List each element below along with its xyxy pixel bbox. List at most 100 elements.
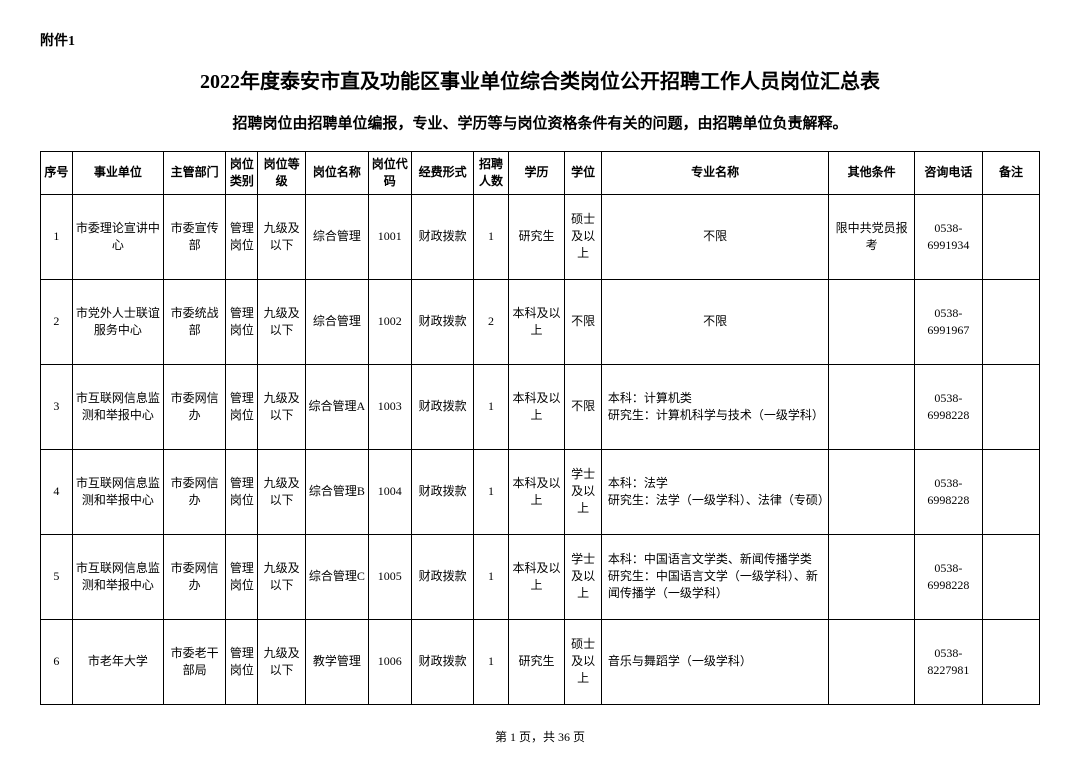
pager: 第 1 页，共 36 页	[0, 728, 1080, 745]
cell-pcode: 1006	[368, 619, 411, 704]
cell-phone: 0538-6998228	[914, 449, 982, 534]
cell-edu: 本科及以上	[508, 279, 565, 364]
cell-edu: 研究生	[508, 194, 565, 279]
cell-other	[829, 534, 914, 619]
table-body: 1市委理论宣讲中心市委宣传部管理岗位九级及以下综合管理1001财政拨款1研究生硕…	[41, 194, 1040, 704]
cell-note	[983, 534, 1040, 619]
cell-pcode: 1002	[368, 279, 411, 364]
col-other: 其他条件	[829, 152, 914, 195]
cell-pcode: 1005	[368, 534, 411, 619]
cell-unit: 市互联网信息监测和举报中心	[72, 364, 163, 449]
cell-deg: 不限	[565, 279, 601, 364]
cell-phone: 0538-6998228	[914, 534, 982, 619]
cell-major: 音乐与舞蹈学（一级学科）	[601, 619, 829, 704]
cell-deg: 学士及以上	[565, 449, 601, 534]
cell-plevel: 九级及以下	[258, 279, 306, 364]
cell-plevel: 九级及以下	[258, 194, 306, 279]
col-major: 专业名称	[601, 152, 829, 195]
cell-unit: 市互联网信息监测和举报中心	[72, 449, 163, 534]
col-edu: 学历	[508, 152, 565, 195]
page-subtitle: 招聘岗位由招聘单位编报，专业、学历等与岗位资格条件有关的问题，由招聘单位负责解释…	[40, 112, 1040, 133]
positions-table: 序号 事业单位 主管部门 岗位类别 岗位等级 岗位名称 岗位代码 经费形式 招聘…	[40, 151, 1040, 705]
cell-major: 本科：法学研究生：法学（一级学科）、法律（专硕）	[601, 449, 829, 534]
table-row: 5市互联网信息监测和举报中心市委网信办管理岗位九级及以下综合管理C1005财政拨…	[41, 534, 1040, 619]
cell-deg: 硕士及以上	[565, 619, 601, 704]
cell-deg: 硕士及以上	[565, 194, 601, 279]
cell-phone: 0538-8227981	[914, 619, 982, 704]
cell-seq: 5	[41, 534, 73, 619]
col-dept: 主管部门	[163, 152, 226, 195]
cell-ptype: 管理岗位	[226, 279, 258, 364]
cell-dept: 市委宣传部	[163, 194, 226, 279]
cell-plevel: 九级及以下	[258, 364, 306, 449]
cell-dept: 市委老干部局	[163, 619, 226, 704]
cell-edu: 本科及以上	[508, 449, 565, 534]
col-phone: 咨询电话	[914, 152, 982, 195]
cell-major: 本科：中国语言文学类、新闻传播学类研究生：中国语言文学（一级学科）、新闻传播学（…	[601, 534, 829, 619]
col-deg: 学位	[565, 152, 601, 195]
cell-phone: 0538-6998228	[914, 364, 982, 449]
cell-num: 1	[474, 194, 508, 279]
table-row: 3市互联网信息监测和举报中心市委网信办管理岗位九级及以下综合管理A1003财政拨…	[41, 364, 1040, 449]
cell-dept: 市委网信办	[163, 534, 226, 619]
cell-note	[983, 194, 1040, 279]
cell-plevel: 九级及以下	[258, 534, 306, 619]
cell-pname: 综合管理A	[306, 364, 369, 449]
cell-pcode: 1004	[368, 449, 411, 534]
cell-pname: 综合管理	[306, 194, 369, 279]
page-title: 2022年度泰安市直及功能区事业单位综合类岗位公开招聘工作人员岗位汇总表	[40, 65, 1040, 94]
cell-other	[829, 279, 914, 364]
cell-major: 本科：计算机类研究生：计算机科学与技术（一级学科）	[601, 364, 829, 449]
col-ptype: 岗位类别	[226, 152, 258, 195]
cell-num: 1	[474, 449, 508, 534]
table-row: 1市委理论宣讲中心市委宣传部管理岗位九级及以下综合管理1001财政拨款1研究生硕…	[41, 194, 1040, 279]
cell-seq: 3	[41, 364, 73, 449]
col-note: 备注	[983, 152, 1040, 195]
table-row: 6市老年大学市委老干部局管理岗位九级及以下教学管理1006财政拨款1研究生硕士及…	[41, 619, 1040, 704]
cell-dept: 市委网信办	[163, 364, 226, 449]
table-row: 4市互联网信息监测和举报中心市委网信办管理岗位九级及以下综合管理B1004财政拨…	[41, 449, 1040, 534]
cell-fund: 财政拨款	[411, 449, 474, 534]
cell-pcode: 1003	[368, 364, 411, 449]
cell-seq: 2	[41, 279, 73, 364]
cell-deg: 学士及以上	[565, 534, 601, 619]
cell-deg: 不限	[565, 364, 601, 449]
cell-fund: 财政拨款	[411, 534, 474, 619]
cell-plevel: 九级及以下	[258, 619, 306, 704]
cell-other: 限中共党员报考	[829, 194, 914, 279]
cell-fund: 财政拨款	[411, 619, 474, 704]
cell-major: 不限	[601, 279, 829, 364]
attachment-label: 附件1	[40, 30, 1040, 50]
cell-other	[829, 364, 914, 449]
col-num: 招聘人数	[474, 152, 508, 195]
cell-other	[829, 449, 914, 534]
cell-pname: 综合管理C	[306, 534, 369, 619]
cell-note	[983, 619, 1040, 704]
col-pname: 岗位名称	[306, 152, 369, 195]
table-row: 2市党外人士联谊服务中心市委统战部管理岗位九级及以下综合管理1002财政拨款2本…	[41, 279, 1040, 364]
cell-edu: 研究生	[508, 619, 565, 704]
cell-num: 2	[474, 279, 508, 364]
col-pcode: 岗位代码	[368, 152, 411, 195]
cell-fund: 财政拨款	[411, 364, 474, 449]
cell-ptype: 管理岗位	[226, 534, 258, 619]
cell-phone: 0538-6991934	[914, 194, 982, 279]
cell-ptype: 管理岗位	[226, 364, 258, 449]
cell-ptype: 管理岗位	[226, 194, 258, 279]
cell-ptype: 管理岗位	[226, 619, 258, 704]
col-seq: 序号	[41, 152, 73, 195]
cell-unit: 市委理论宣讲中心	[72, 194, 163, 279]
cell-pcode: 1001	[368, 194, 411, 279]
cell-seq: 6	[41, 619, 73, 704]
cell-plevel: 九级及以下	[258, 449, 306, 534]
cell-note	[983, 364, 1040, 449]
cell-other	[829, 619, 914, 704]
col-fund: 经费形式	[411, 152, 474, 195]
cell-ptype: 管理岗位	[226, 449, 258, 534]
cell-fund: 财政拨款	[411, 194, 474, 279]
cell-unit: 市互联网信息监测和举报中心	[72, 534, 163, 619]
table-header-row: 序号 事业单位 主管部门 岗位类别 岗位等级 岗位名称 岗位代码 经费形式 招聘…	[41, 152, 1040, 195]
cell-fund: 财政拨款	[411, 279, 474, 364]
cell-seq: 4	[41, 449, 73, 534]
cell-seq: 1	[41, 194, 73, 279]
